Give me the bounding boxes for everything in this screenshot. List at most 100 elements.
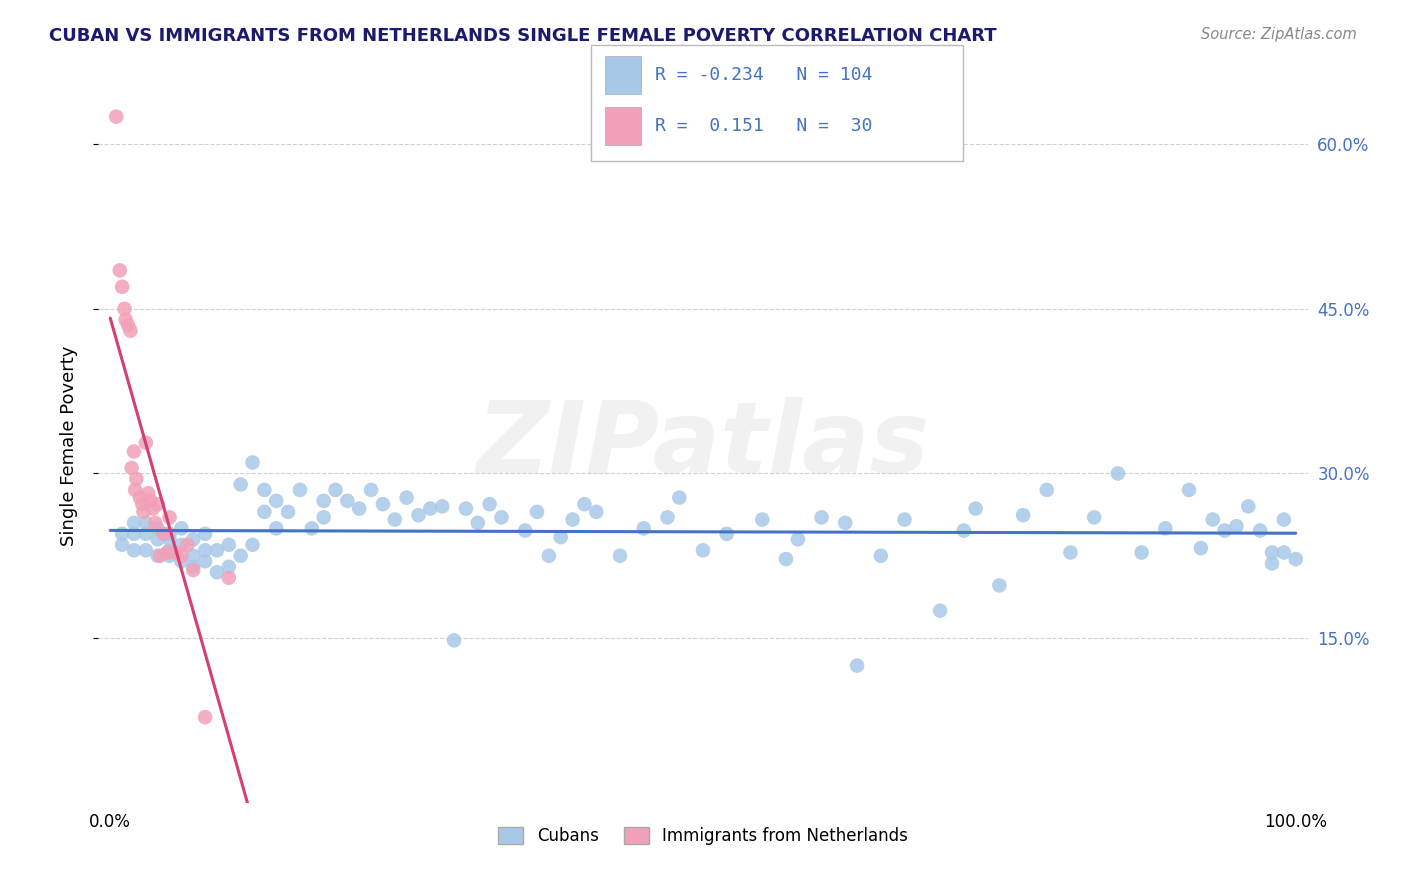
Point (467, 516, 489, 530)
Point (194, 710, 217, 724)
Point (692, 543, 714, 558)
Point (395, 491, 418, 505)
Point (129, 491, 152, 505)
Point (136, 486, 159, 500)
Point (537, 549, 560, 563)
Text: Source: ZipAtlas.com: Source: ZipAtlas.com (1201, 27, 1357, 42)
Text: R =  0.151   N =  30: R = 0.151 N = 30 (655, 117, 873, 135)
Point (336, 494, 359, 508)
Point (1083, 510, 1105, 524)
Point (159, 549, 181, 563)
Point (122, 444, 145, 458)
Point (111, 526, 134, 541)
Point (181, 533, 204, 547)
Point (384, 512, 406, 526)
Point (122, 526, 145, 541)
Point (114, 301, 136, 316)
Point (988, 578, 1011, 592)
Point (312, 494, 335, 508)
Point (657, 510, 679, 524)
Point (122, 516, 145, 530)
Point (170, 521, 193, 535)
Point (288, 483, 311, 497)
Point (716, 526, 738, 541)
Point (929, 604, 952, 618)
Point (1261, 545, 1284, 559)
Point (1178, 483, 1201, 497)
Point (347, 501, 370, 516)
Point (1130, 545, 1153, 559)
Point (786, 533, 808, 547)
Point (834, 516, 856, 530)
Point (146, 521, 169, 535)
Point (454, 501, 477, 516)
Point (1107, 467, 1129, 481)
Point (585, 505, 607, 519)
Point (124, 483, 146, 497)
Point (668, 491, 690, 505)
Point (125, 472, 148, 486)
Point (205, 566, 228, 580)
Point (218, 559, 240, 574)
Point (194, 526, 217, 541)
Point (152, 526, 174, 541)
Point (170, 538, 193, 552)
Point (574, 497, 596, 511)
Point (105, 110, 128, 124)
Point (1272, 545, 1295, 559)
Point (242, 538, 264, 552)
Point (159, 533, 181, 547)
Point (120, 324, 142, 338)
Point (1285, 552, 1308, 566)
Point (159, 526, 181, 541)
Point (242, 455, 264, 469)
Legend: Cubans, Immigrants from Netherlands: Cubans, Immigrants from Netherlands (492, 820, 914, 852)
Point (1249, 524, 1271, 538)
Point (419, 501, 441, 516)
Point (156, 545, 179, 559)
Point (264, 494, 287, 508)
Point (1213, 524, 1236, 538)
Point (371, 497, 394, 511)
Point (181, 559, 204, 574)
Point (301, 521, 323, 535)
Text: CUBAN VS IMMIGRANTS FROM NETHERLANDS SINGLE FEMALE POVERTY CORRELATION CHART: CUBAN VS IMMIGRANTS FROM NETHERLANDS SIN… (49, 27, 997, 45)
Point (561, 512, 583, 526)
Point (1261, 557, 1284, 571)
Point (170, 554, 193, 568)
Point (491, 510, 513, 524)
Point (142, 501, 165, 516)
Point (609, 549, 631, 563)
Point (139, 494, 162, 508)
Point (515, 524, 537, 538)
Point (869, 549, 891, 563)
Point (176, 538, 198, 552)
Point (218, 571, 240, 585)
Point (218, 538, 240, 552)
Point (146, 549, 169, 563)
Point (312, 510, 335, 524)
Point (360, 483, 382, 497)
Point (1237, 500, 1260, 514)
Point (114, 312, 136, 326)
Point (170, 549, 193, 563)
Point (952, 524, 974, 538)
Point (846, 658, 869, 673)
Point (117, 318, 139, 333)
Y-axis label: Single Female Poverty: Single Female Poverty (59, 346, 77, 546)
Point (751, 512, 773, 526)
Point (131, 497, 153, 511)
Point (121, 461, 143, 475)
Point (1154, 521, 1177, 535)
Point (810, 510, 832, 524)
Point (111, 280, 134, 294)
Point (165, 545, 187, 559)
Point (253, 505, 276, 519)
Point (550, 530, 572, 544)
Point (229, 477, 252, 491)
Point (443, 633, 465, 648)
Point (1225, 519, 1247, 533)
Point (893, 512, 915, 526)
Point (264, 521, 287, 535)
Point (965, 501, 987, 516)
